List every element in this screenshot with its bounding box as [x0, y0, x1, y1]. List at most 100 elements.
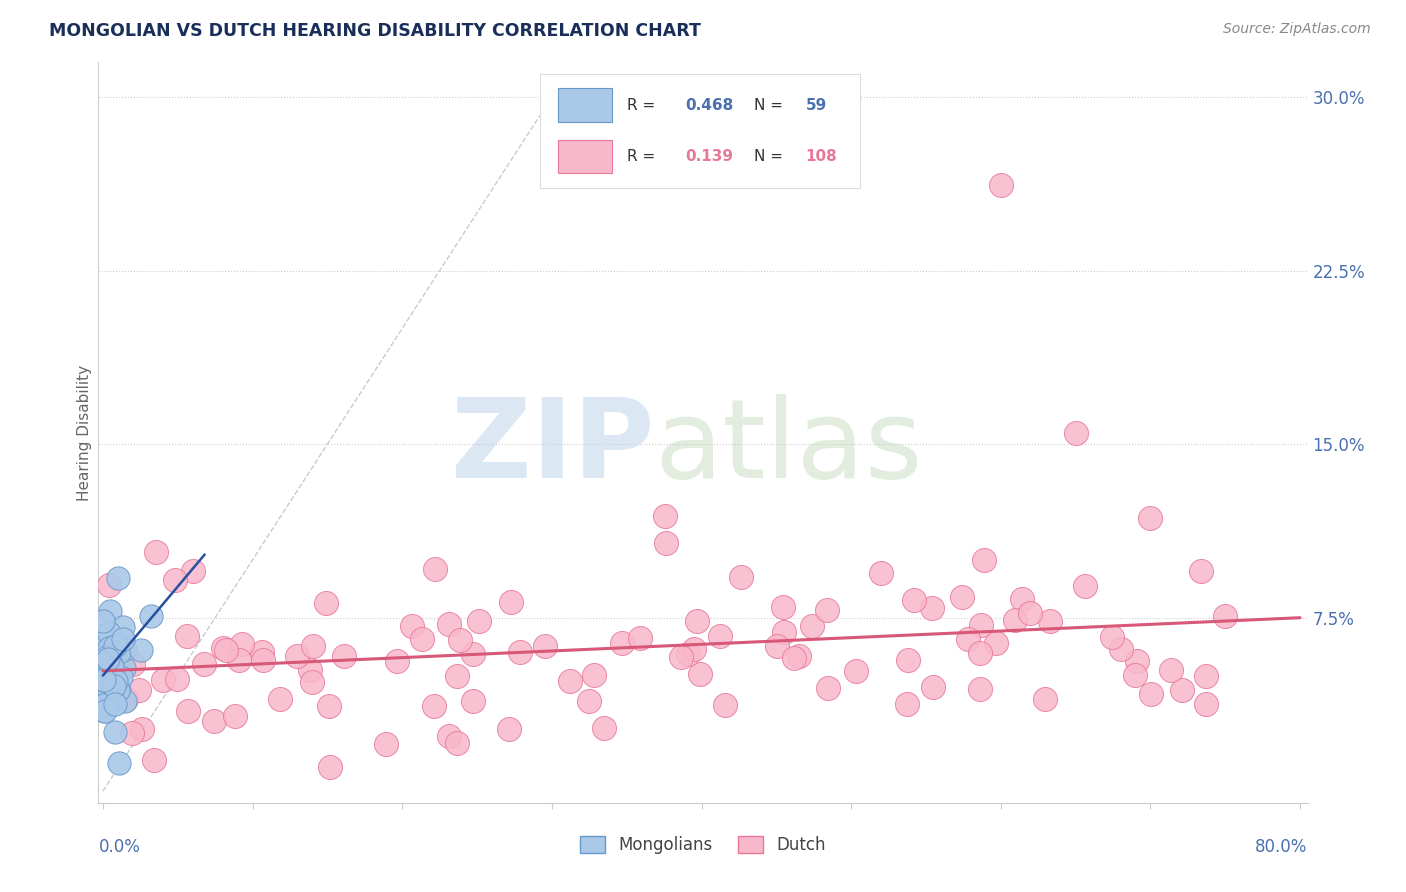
Point: [439, 616, 461, 631]
Point: [315, 596, 337, 610]
Point: [1019, 606, 1042, 620]
Point: [446, 669, 468, 683]
Point: [96, 688, 118, 702]
Point: [950, 590, 973, 604]
Point: [921, 680, 943, 694]
Point: [93, 673, 115, 687]
Text: 0.468: 0.468: [685, 97, 733, 112]
FancyBboxPatch shape: [558, 140, 613, 173]
Point: [558, 674, 581, 689]
Point: [969, 682, 991, 697]
Point: [97, 632, 120, 646]
Point: [269, 692, 291, 706]
Point: [93, 704, 115, 718]
Point: [655, 535, 678, 549]
Point: [1109, 642, 1132, 657]
Point: [105, 639, 128, 653]
Point: [1195, 669, 1218, 683]
Point: [96, 651, 118, 665]
Point: [131, 722, 153, 736]
Point: [107, 683, 129, 698]
Point: [224, 709, 246, 723]
Point: [921, 601, 943, 615]
Point: [112, 661, 135, 675]
Point: [425, 562, 447, 576]
Point: [772, 624, 794, 639]
Point: [104, 645, 127, 659]
Point: [115, 692, 138, 706]
Point: [896, 697, 918, 711]
Point: [152, 673, 174, 688]
Point: [498, 722, 520, 736]
Point: [285, 648, 308, 663]
Point: [176, 629, 198, 643]
Point: [318, 699, 340, 714]
Point: [143, 753, 166, 767]
Point: [91, 678, 114, 692]
Point: [800, 619, 823, 633]
Point: [214, 643, 236, 657]
Point: [298, 663, 321, 677]
Point: [96, 650, 118, 665]
Point: [1171, 682, 1194, 697]
Point: [98, 578, 121, 592]
Point: [534, 640, 557, 654]
Point: [250, 645, 273, 659]
Point: [1011, 592, 1033, 607]
Point: [165, 574, 187, 588]
Legend: Mongolians, Dutch: Mongolians, Dutch: [574, 830, 832, 861]
Point: [121, 726, 143, 740]
Point: [461, 647, 484, 661]
Text: 0.0%: 0.0%: [98, 838, 141, 855]
Point: [103, 679, 125, 693]
Point: [1213, 609, 1236, 624]
Point: [815, 603, 838, 617]
Point: [97, 640, 120, 655]
Point: [990, 178, 1012, 192]
Point: [1004, 613, 1026, 627]
Point: [202, 714, 225, 729]
Point: [228, 653, 250, 667]
Point: [97, 651, 120, 665]
Point: [100, 657, 122, 672]
Point: [970, 617, 993, 632]
Point: [401, 619, 423, 633]
Point: [101, 660, 124, 674]
Point: [671, 650, 693, 665]
Point: [97, 695, 120, 709]
Point: [91, 614, 114, 628]
Point: [93, 669, 115, 683]
Point: [107, 640, 129, 655]
Point: [628, 631, 651, 645]
Point: [903, 593, 925, 607]
Point: [104, 642, 127, 657]
Point: [96, 670, 118, 684]
Point: [111, 632, 134, 647]
Point: [509, 645, 531, 659]
Point: [121, 657, 143, 671]
Point: [423, 698, 446, 713]
Point: [897, 652, 920, 666]
Text: ZIP: ZIP: [451, 394, 655, 501]
Point: [683, 642, 706, 657]
Point: [1189, 564, 1212, 578]
Text: R =: R =: [627, 149, 659, 164]
Point: [104, 647, 127, 661]
Point: [957, 632, 980, 647]
Y-axis label: Hearing Disability: Hearing Disability: [77, 365, 91, 500]
Point: [686, 614, 709, 628]
Point: [91, 628, 114, 642]
Point: [1126, 654, 1149, 668]
Point: [107, 571, 129, 585]
Point: [654, 508, 676, 523]
Point: [103, 639, 125, 653]
Point: [111, 620, 134, 634]
Point: [94, 704, 117, 718]
Point: [1123, 668, 1146, 682]
Point: [103, 672, 125, 686]
Point: [301, 675, 323, 690]
Point: [108, 683, 131, 698]
Point: [104, 697, 127, 711]
Point: [1101, 630, 1123, 644]
Point: [91, 681, 114, 695]
